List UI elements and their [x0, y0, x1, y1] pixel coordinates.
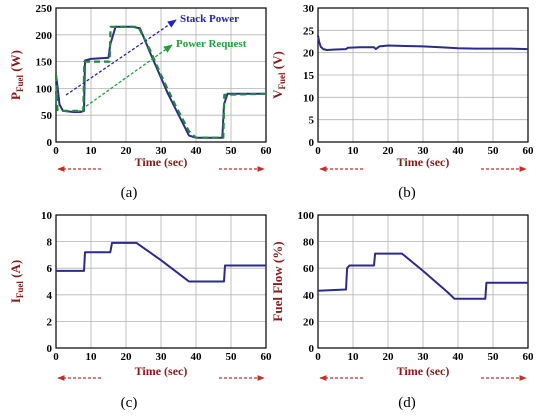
- x-axis-label: Time (sec): [135, 364, 188, 378]
- y-tick-label: 200: [36, 30, 53, 42]
- annotation-power-request: Power Request: [176, 38, 247, 50]
- y-tick-label: 40: [303, 290, 315, 302]
- x-tick-label: 40: [453, 351, 465, 363]
- y-axis-label: VFuel (V): [270, 51, 287, 99]
- chart-panel-4: 0 10 20 30 40 50 60 0 20 40 60 80 100 Fuel Flow (%) Ti…: [270, 210, 534, 411]
- x-tick-label: 20: [121, 351, 133, 363]
- x-tick-label: 60: [261, 145, 273, 157]
- x-tick-label: 30: [418, 145, 430, 157]
- panel-caption: (b): [398, 185, 416, 201]
- y-tick-label: 100: [36, 83, 53, 95]
- x-tick-label: 50: [488, 351, 500, 363]
- y-axis-label: IFuel (A): [8, 260, 25, 303]
- x-tick-label: 0: [53, 145, 59, 157]
- x-tick-label: 20: [121, 145, 133, 157]
- x-tick-label: 40: [191, 145, 203, 157]
- series-line-data: [317, 35, 529, 51]
- y-tick-label: 250: [36, 3, 53, 15]
- y-tick-label: 150: [36, 57, 53, 69]
- panel-caption: (c): [121, 395, 138, 411]
- x-tick-label: 10: [348, 145, 360, 157]
- x-tick-label: 20: [383, 145, 395, 157]
- x-tick-label: 0: [53, 351, 59, 363]
- x-tick-label: 20: [383, 351, 395, 363]
- x-tick-label: 50: [226, 145, 238, 157]
- x-tick-label: 10: [86, 351, 98, 363]
- plot-frame: [317, 7, 529, 143]
- y-tick-label: 0: [47, 343, 53, 355]
- panel-caption: (a): [121, 185, 138, 201]
- x-tick-label: 60: [523, 145, 535, 157]
- series-line-data: [56, 241, 266, 283]
- x-tick-label: 40: [453, 145, 465, 157]
- y-tick-label: 25: [303, 25, 315, 37]
- x-tick-label: 30: [156, 351, 168, 363]
- x-tick-label: 30: [156, 145, 168, 157]
- x-tick-label: 30: [418, 351, 430, 363]
- x-tick-label: 50: [488, 145, 500, 157]
- chart-panel-1: 0 10 20 30 40 50 60 0 50 100 150 200 250 PFuel (W) Tim…: [8, 3, 272, 201]
- plot-frame: [317, 214, 529, 349]
- x-axis-label: Time (sec): [135, 155, 188, 169]
- y-tick-label: 10: [303, 92, 315, 104]
- y-tick-label: 80: [303, 237, 315, 249]
- y-tick-label: 60: [303, 263, 315, 275]
- x-tick-label: 10: [86, 145, 98, 157]
- series-line-data: [317, 252, 528, 300]
- y-tick-label: 2: [47, 316, 53, 328]
- y-tick-label: 4: [47, 290, 53, 302]
- plot-frame: [55, 214, 267, 349]
- y-tick-label: 10: [41, 210, 53, 222]
- x-tick-label: 50: [226, 351, 238, 363]
- x-tick-label: 0: [315, 351, 321, 363]
- chart-panel-2: 0 10 20 30 40 50 60 0 5 10 15 20 25 30 VFuel (V) Time (…: [270, 3, 534, 201]
- y-tick-label: 20: [303, 316, 315, 328]
- annotation-arrow-request: [77, 44, 173, 113]
- y-tick-label: 5: [309, 115, 315, 127]
- chart-panel-3: 0 10 20 30 40 50 60 0 2 4 6 8 10 IFuel (A) Time (sec) (…: [8, 210, 272, 411]
- y-tick-label: 8: [47, 237, 53, 249]
- x-axis-label: Time (sec): [397, 364, 450, 378]
- annotation-stack-power: Stack Power: [180, 13, 239, 25]
- y-tick-label: 0: [47, 137, 53, 149]
- x-tick-label: 60: [261, 351, 273, 363]
- y-axis-label: PFuel (W): [8, 50, 25, 100]
- annotation-arrow-stack: [65, 19, 177, 96]
- x-tick-label: 10: [348, 351, 360, 363]
- y-tick-label: 15: [303, 70, 315, 82]
- x-tick-label: 40: [191, 351, 203, 363]
- panel-caption: (d): [398, 395, 416, 411]
- y-axis-label: Fuel Flow (%): [270, 241, 285, 321]
- y-tick-label: 20: [303, 48, 315, 60]
- y-tick-label: 30: [303, 3, 315, 15]
- x-axis-label: Time (sec): [397, 155, 450, 169]
- y-tick-label: 50: [41, 110, 53, 122]
- y-tick-label: 6: [47, 263, 53, 275]
- y-tick-label: 0: [309, 137, 315, 149]
- y-tick-label: 100: [298, 210, 315, 222]
- y-tick-label: 0: [309, 343, 315, 355]
- series-line-power-request: [54, 25, 267, 139]
- x-tick-label: 60: [523, 351, 535, 363]
- x-tick-label: 0: [315, 145, 321, 157]
